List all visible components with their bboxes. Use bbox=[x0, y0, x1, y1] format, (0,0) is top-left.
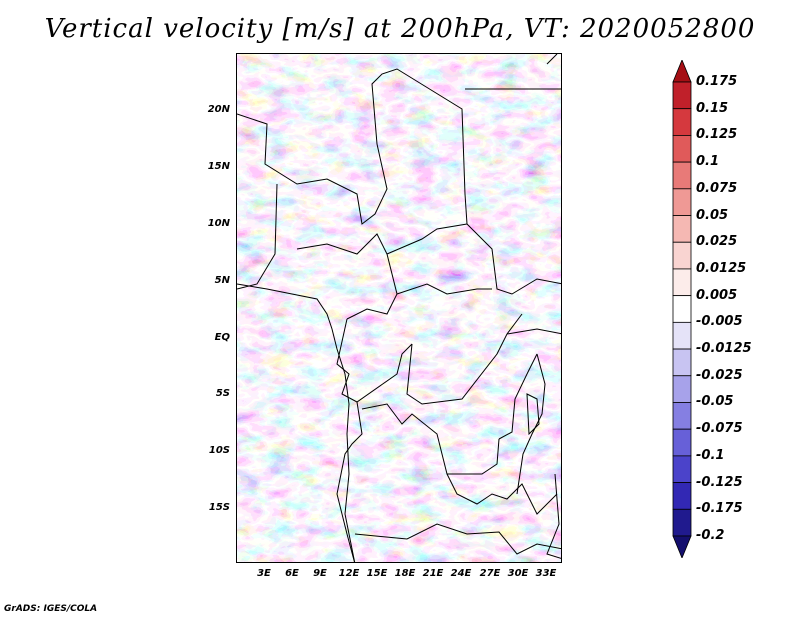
colorbar-label: -0.1 bbox=[696, 447, 725, 463]
lon-label: 33E bbox=[535, 568, 557, 579]
colorbar-label: -0.025 bbox=[696, 367, 743, 383]
colorbar-bin bbox=[672, 402, 692, 430]
colorbar-bin bbox=[672, 295, 692, 323]
lat-label: 5S bbox=[215, 388, 230, 399]
country-borders bbox=[237, 68, 561, 562]
lat-label: 15S bbox=[208, 502, 230, 513]
colorbar-label: 0.0125 bbox=[696, 260, 747, 276]
colorbar-bin bbox=[672, 135, 692, 163]
lat-label: 15N bbox=[207, 161, 230, 172]
lon-label: 24E bbox=[450, 568, 472, 579]
lat-label: 20N bbox=[207, 104, 230, 115]
colorbar-label: 0.075 bbox=[696, 180, 738, 196]
colorbar-bin bbox=[672, 375, 692, 403]
colorbar-bin bbox=[672, 215, 692, 243]
colorbar-bin bbox=[672, 428, 692, 457]
colorbar-label: 0.175 bbox=[696, 74, 738, 89]
colorbar-bin bbox=[672, 508, 692, 537]
colorbar-bin bbox=[672, 241, 692, 270]
colorbar-bin bbox=[672, 321, 692, 350]
colorbar-label: -0.0125 bbox=[696, 341, 752, 357]
colorbar-bin bbox=[672, 108, 692, 136]
colorbar-label: 0.1 bbox=[696, 154, 720, 170]
vertical-velocity-field bbox=[237, 54, 561, 562]
colorbar-label: 0.025 bbox=[696, 234, 738, 250]
lat-label: 5N bbox=[214, 275, 230, 286]
colorbar-label: -0.05 bbox=[696, 394, 734, 410]
colorbar-label: 0.05 bbox=[696, 207, 729, 223]
colorbar-label: 0.005 bbox=[696, 287, 738, 303]
colorbar-label: -0.125 bbox=[696, 474, 743, 490]
colorbar-label: 0.15 bbox=[696, 100, 729, 116]
lon-label: 15E bbox=[366, 568, 388, 579]
lat-label: 10N bbox=[207, 218, 230, 229]
colorbar-bin bbox=[672, 455, 692, 483]
colorbar-bin bbox=[672, 535, 692, 558]
colorbar-bin bbox=[672, 60, 692, 83]
map-panel bbox=[236, 53, 562, 563]
lon-label: 21E bbox=[422, 568, 444, 579]
colorbar-label: -0.075 bbox=[696, 421, 743, 437]
colorbar-bin bbox=[672, 268, 692, 297]
lat-label: EQ bbox=[214, 332, 230, 343]
lon-label: 18E bbox=[394, 568, 416, 579]
colorbar-label: 0.125 bbox=[696, 127, 738, 143]
grads-credit: GrADS: IGES/COLA bbox=[4, 604, 98, 614]
lon-label: 27E bbox=[479, 568, 501, 579]
colorbar-label: -0.005 bbox=[696, 314, 743, 330]
lon-label: 9E bbox=[313, 568, 327, 579]
lon-label: 3E bbox=[257, 568, 271, 579]
colorbar bbox=[672, 60, 692, 558]
coastline bbox=[237, 54, 561, 562]
colorbar-bin bbox=[672, 482, 692, 510]
lon-label: 12E bbox=[338, 568, 360, 579]
lat-label: 10S bbox=[208, 445, 230, 456]
chart-title: Vertical velocity [m/s] at 200hPa, VT: 2… bbox=[44, 14, 756, 44]
lon-label: 6E bbox=[285, 568, 299, 579]
lon-label: 30E bbox=[507, 568, 529, 579]
colorbar-label: -0.2 bbox=[696, 528, 725, 543]
colorbar-bin bbox=[672, 161, 692, 190]
colorbar-bin bbox=[672, 188, 692, 216]
colorbar-bin bbox=[672, 81, 692, 110]
colorbar-label: -0.175 bbox=[696, 501, 743, 517]
colorbar-bin bbox=[672, 348, 692, 377]
